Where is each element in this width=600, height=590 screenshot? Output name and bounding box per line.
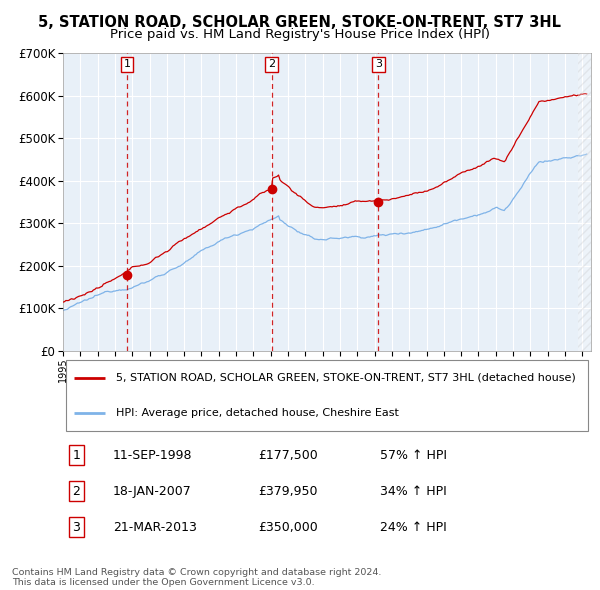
Text: 34% ↑ HPI: 34% ↑ HPI (380, 484, 446, 498)
Text: £350,000: £350,000 (259, 521, 318, 534)
Text: 18-JAN-2007: 18-JAN-2007 (113, 484, 192, 498)
Text: 11-SEP-1998: 11-SEP-1998 (113, 448, 193, 461)
Text: 24% ↑ HPI: 24% ↑ HPI (380, 521, 446, 534)
Text: 57% ↑ HPI: 57% ↑ HPI (380, 448, 447, 461)
Text: £177,500: £177,500 (259, 448, 318, 461)
Text: £379,950: £379,950 (259, 484, 318, 498)
Polygon shape (578, 53, 591, 351)
FancyBboxPatch shape (65, 360, 589, 431)
Text: 3: 3 (72, 521, 80, 534)
Text: HPI: Average price, detached house, Cheshire East: HPI: Average price, detached house, Ches… (116, 408, 398, 418)
Text: Contains HM Land Registry data © Crown copyright and database right 2024.
This d: Contains HM Land Registry data © Crown c… (12, 568, 382, 587)
Text: Price paid vs. HM Land Registry's House Price Index (HPI): Price paid vs. HM Land Registry's House … (110, 28, 490, 41)
Text: 5, STATION ROAD, SCHOLAR GREEN, STOKE-ON-TRENT, ST7 3HL: 5, STATION ROAD, SCHOLAR GREEN, STOKE-ON… (38, 15, 562, 30)
Text: 1: 1 (124, 60, 131, 70)
Text: 1: 1 (72, 448, 80, 461)
Text: 3: 3 (375, 60, 382, 70)
Text: 21-MAR-2013: 21-MAR-2013 (113, 521, 197, 534)
Text: 2: 2 (72, 484, 80, 498)
Text: 2: 2 (268, 60, 275, 70)
Text: 5, STATION ROAD, SCHOLAR GREEN, STOKE-ON-TRENT, ST7 3HL (detached house): 5, STATION ROAD, SCHOLAR GREEN, STOKE-ON… (116, 373, 575, 383)
